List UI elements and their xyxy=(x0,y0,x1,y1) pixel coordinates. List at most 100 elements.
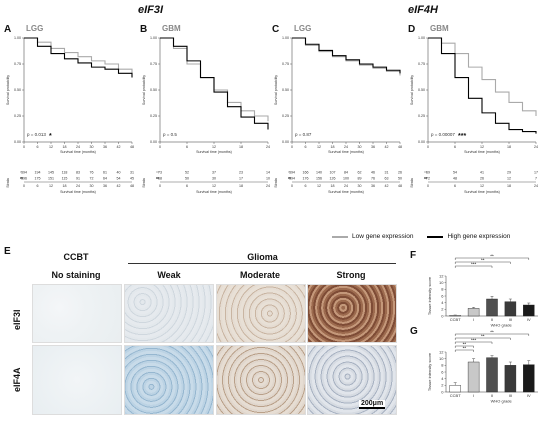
significance-bracket xyxy=(455,345,474,348)
glioma-divider xyxy=(128,263,396,264)
x-tick-label: I xyxy=(473,317,474,322)
y-tick-label: 0 xyxy=(441,389,444,394)
x-tick-label: CCBT xyxy=(450,393,461,398)
y-axis-title: Survival probability xyxy=(142,75,146,105)
y-axis-title: Survival probability xyxy=(410,75,414,105)
y-tick-label: 6 xyxy=(441,369,444,374)
risk-low-value: 166 xyxy=(303,170,309,174)
km-curve-low xyxy=(24,37,133,74)
x-tick-label: 30 xyxy=(90,145,94,149)
x-tick-label: 18 xyxy=(63,145,67,149)
y-axis-title: Tissue intensity score xyxy=(427,276,432,315)
y-tick-label: 0.25 xyxy=(418,114,425,118)
risk-high-value: 26 xyxy=(480,176,484,180)
significance-bracket xyxy=(455,333,529,336)
x-tick-label: 24 xyxy=(76,145,80,149)
y-tick-label: 2 xyxy=(441,383,444,388)
legend-high-label: High gene expression xyxy=(447,233,511,240)
x-tick-label: 24 xyxy=(534,145,538,149)
bar-i xyxy=(467,361,480,393)
strata-label: Strata xyxy=(142,178,146,188)
micrograph-eif3i-no-staining xyxy=(32,284,122,343)
x-axis-title: Survival time (months) xyxy=(196,150,232,154)
risk-low-value: 145 xyxy=(48,170,54,174)
y-tick-label: 0.00 xyxy=(14,140,21,144)
risk-high-value: 89 xyxy=(358,176,362,180)
risk-high-value: 63 xyxy=(385,176,389,180)
risk-x-tick-label: 6 xyxy=(37,184,39,188)
y-tick-label: 12 xyxy=(439,349,444,354)
y-tick-label: 2 xyxy=(441,307,444,312)
risk-high-value: 68 xyxy=(158,176,162,180)
x-tick-label: III xyxy=(509,317,512,322)
panel-letter-d: D xyxy=(408,24,416,35)
col-moderate: Moderate xyxy=(239,270,280,280)
risk-low-value: 14 xyxy=(266,170,270,174)
x-tick-label: 12 xyxy=(49,145,53,149)
risk-high-value: 48 xyxy=(453,176,457,180)
x-tick-label: 24 xyxy=(344,145,348,149)
y-tick-label: 6 xyxy=(441,293,444,298)
y-axis-title: Survival probability xyxy=(274,75,278,105)
x-tick-label: 18 xyxy=(507,145,511,149)
risk-low-value: 41 xyxy=(480,170,484,174)
risk-low-value: 76 xyxy=(90,170,94,174)
gene-title-eif3i: eIF3I xyxy=(138,4,164,16)
risk-high-value: 91 xyxy=(76,176,80,180)
scale-bar: 200μm xyxy=(359,400,386,409)
y-tick-label: 0.75 xyxy=(150,62,157,66)
bar-ccbt xyxy=(449,315,461,317)
risk-x-axis-title: Survival time (months) xyxy=(60,190,96,194)
significance-label: ** xyxy=(463,341,467,346)
risk-x-tick-label: 30 xyxy=(358,184,362,188)
risk-x-tick-label: 24 xyxy=(344,184,348,188)
panel-letter-a: A xyxy=(4,24,12,35)
panel-letter-g: G xyxy=(410,326,418,337)
risk-low-value: 37 xyxy=(212,170,216,174)
bar-iii xyxy=(504,301,517,317)
y-tick-label: 1.00 xyxy=(282,36,289,40)
risk-x-tick-label: 6 xyxy=(186,184,188,188)
col-weak: Weak xyxy=(157,270,181,280)
risk-x-tick-label: 24 xyxy=(534,184,538,188)
risk-low-value: 61 xyxy=(103,170,107,174)
risk-x-tick-label: 42 xyxy=(385,184,389,188)
x-tick-label: 6 xyxy=(37,145,39,149)
y-tick-label: 0.50 xyxy=(282,88,289,92)
risk-low-value: 73 xyxy=(158,170,162,174)
significance-label: ** xyxy=(463,345,467,350)
risk-high-value: 45 xyxy=(130,176,134,180)
y-tick-label: 0.25 xyxy=(150,114,157,118)
significance-stars: * xyxy=(49,133,52,140)
significance-bracket xyxy=(455,341,493,344)
risk-x-tick-label: 36 xyxy=(103,184,107,188)
x-tick-label: 30 xyxy=(358,145,362,149)
panel-letter-b: B xyxy=(140,24,148,35)
risk-table-a: Strata 194 194 145 118 83 76 61 40 31 196 175 151 115… xyxy=(6,170,134,194)
x-tick-label: IV xyxy=(527,317,531,322)
x-tick-label: 36 xyxy=(103,145,107,149)
x-tick-label: I xyxy=(473,393,474,398)
risk-high-value: 54 xyxy=(117,176,121,180)
risk-table-b: Strata 73 52 37 23 14 68 50 30 17 10 0 6 12 18 24 Surviv… xyxy=(142,170,270,194)
x-tick-label: II xyxy=(491,393,493,398)
y-tick-label: 8 xyxy=(441,363,444,368)
x-tick-label: 12 xyxy=(212,145,216,149)
risk-low-value: 54 xyxy=(453,170,457,174)
x-tick-label: 6 xyxy=(454,145,456,149)
x-axis-title: WHO grade xyxy=(491,323,513,328)
significance-bracket xyxy=(455,261,511,264)
km-plot-c: 0.00 0.25 0.50 0.75 1.00 0 6 12 18 24 30 36 42 48 Surv… xyxy=(274,36,402,154)
micrograph-eif4a-moderate xyxy=(216,345,306,415)
risk-low-value: 194 xyxy=(21,170,27,174)
risk-high-value: 76 xyxy=(371,176,375,180)
risk-high-value: 115 xyxy=(62,176,68,180)
risk-high-value: 156 xyxy=(316,176,322,180)
y-tick-label: 0.75 xyxy=(282,62,289,66)
km-curve-high xyxy=(428,37,537,134)
risk-x-tick-label: 24 xyxy=(76,184,80,188)
row-label-eif3i: eIF3I xyxy=(12,309,22,331)
x-tick-label: 0 xyxy=(427,145,429,149)
